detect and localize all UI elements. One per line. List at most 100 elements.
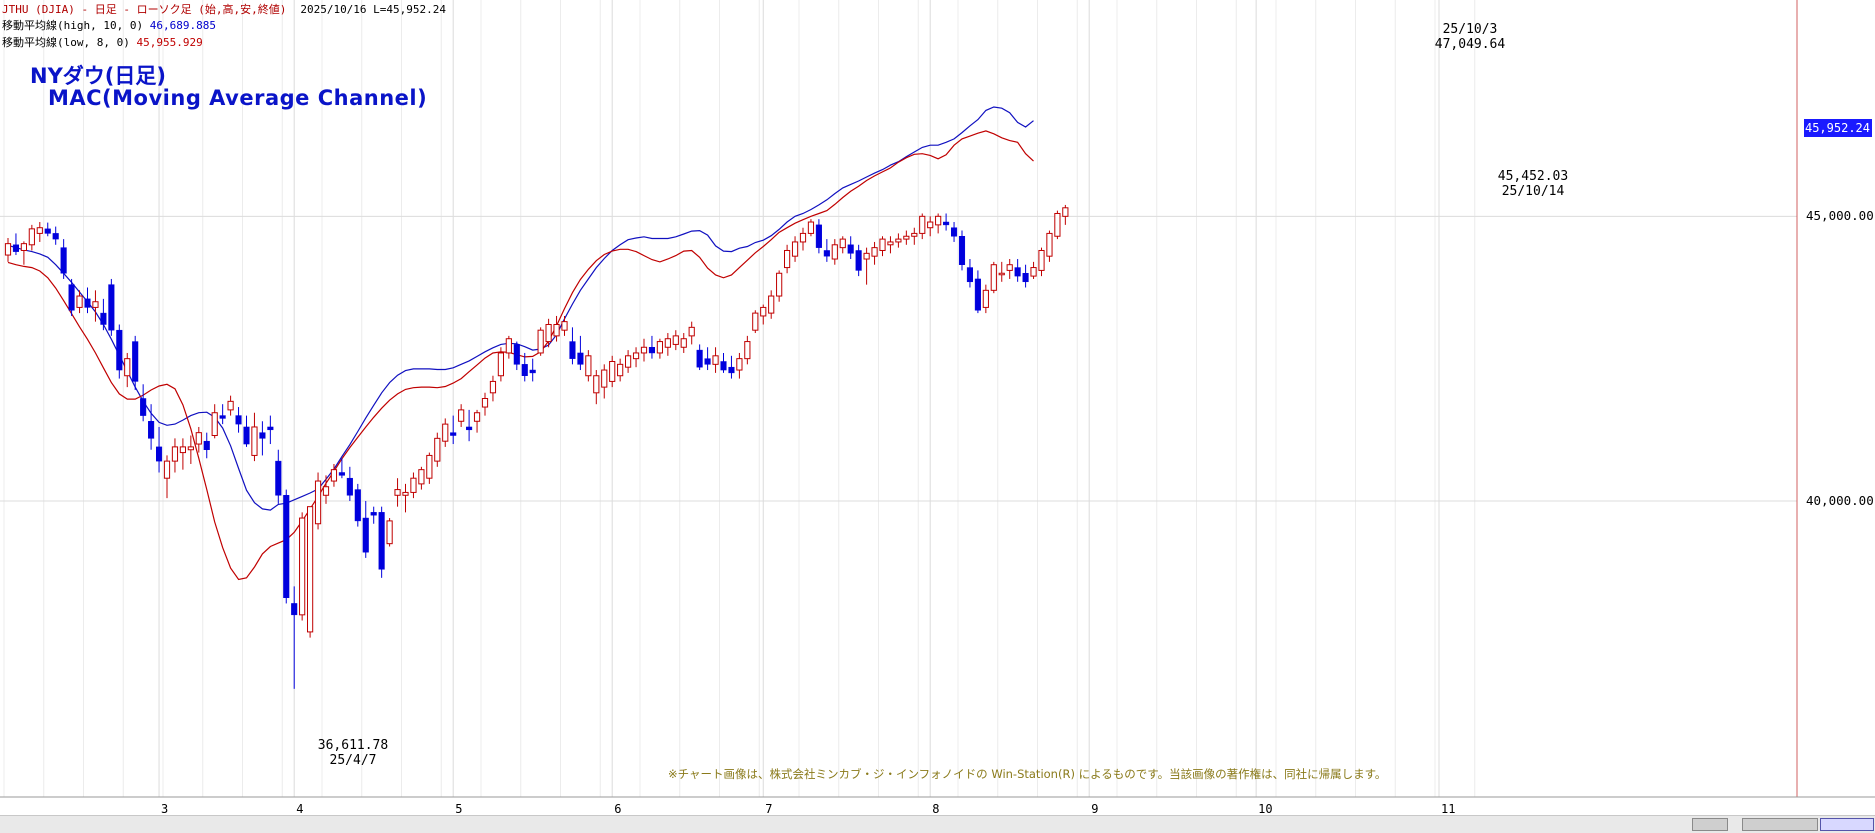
- candle-body-down: [696, 349, 703, 368]
- candle: [481, 392, 489, 416]
- candle-body-down: [720, 361, 727, 371]
- candle: [863, 247, 870, 285]
- candle: [179, 438, 187, 470]
- candle-body-up: [473, 412, 481, 422]
- candle-body-up: [92, 301, 99, 308]
- candle-body-up: [712, 355, 719, 365]
- candle: [561, 315, 568, 336]
- candle: [935, 213, 942, 234]
- candle: [163, 455, 171, 499]
- candle: [84, 287, 91, 314]
- candle: [728, 355, 735, 379]
- candle-body-up: [394, 489, 401, 496]
- candle: [1062, 204, 1069, 225]
- candle: [1030, 261, 1037, 279]
- candle: [664, 333, 671, 356]
- candle: [688, 321, 695, 345]
- candle: [291, 586, 298, 689]
- candle-body-down: [235, 415, 242, 425]
- candle: [505, 335, 512, 359]
- candle: [712, 347, 719, 373]
- candle: [370, 506, 377, 524]
- candle-body-down: [577, 352, 584, 365]
- candle: [966, 259, 974, 288]
- candle: [839, 236, 846, 254]
- candle-body-down: [951, 227, 958, 237]
- candle-body-up: [1006, 264, 1013, 271]
- candle: [911, 227, 918, 245]
- candle: [227, 395, 234, 416]
- candle-body-down: [116, 329, 123, 371]
- copyright-notice: ※チャート画像は、株式会社ミンカブ・ジ・インフォノイドの Win-Station…: [668, 767, 1387, 781]
- candle: [736, 352, 743, 379]
- candle-body-up: [879, 238, 886, 251]
- candle: [585, 350, 592, 382]
- candle: [4, 237, 12, 262]
- candle-body-up: [163, 460, 171, 479]
- candle-body-down: [855, 250, 862, 271]
- date-info: 2025/10/16 L=45,952.24: [300, 3, 447, 16]
- candle-body-down: [68, 284, 75, 311]
- candle: [466, 409, 473, 442]
- candle-body-up: [4, 243, 12, 256]
- candle: [1046, 230, 1053, 262]
- candle-body-down: [1014, 267, 1021, 277]
- candle-body-down: [275, 460, 282, 496]
- candle-body-up: [418, 469, 425, 485]
- candle: [1014, 259, 1021, 282]
- candle: [807, 219, 815, 237]
- candle-body-up: [664, 338, 671, 348]
- candle: [680, 333, 687, 353]
- candle-body-up: [330, 469, 338, 482]
- scroll-thumb[interactable]: [1820, 818, 1874, 831]
- chart-header-title: JTHU (DJIA) - 日足 - ローソク足 (始,高,安,終値) 2025/…: [2, 3, 446, 17]
- oct-low-annotation-date: 25/10/14: [1501, 184, 1565, 199]
- candle: [124, 352, 131, 388]
- candle: [1038, 247, 1045, 277]
- candle-body-up: [736, 358, 743, 371]
- candle-body-up: [625, 355, 632, 368]
- candle-body-up: [1062, 207, 1069, 217]
- candle-body-up: [903, 235, 910, 240]
- candle-body-up: [799, 232, 807, 243]
- candle-body-down: [943, 221, 950, 226]
- candle: [116, 324, 123, 379]
- apr-low-annotation-value: 36,611.78: [317, 738, 389, 753]
- candle-body-up: [561, 321, 568, 331]
- symbol-title: JTHU (DJIA) - 日足 - ローソク足 (始,高,安,終値): [2, 3, 287, 16]
- ma-low-legend: 移動平均線(low, 8, 0) 45,955.929: [2, 36, 203, 50]
- zoom-control[interactable]: [1742, 818, 1818, 831]
- scroll-control[interactable]: [1692, 818, 1728, 831]
- candle-body-up: [171, 446, 179, 462]
- candle: [577, 335, 584, 371]
- candle-body-up: [251, 426, 258, 456]
- candle-body-up: [410, 477, 417, 493]
- candle: [148, 404, 155, 450]
- candle: [1006, 259, 1013, 279]
- bottom-scroll-strip: [0, 815, 1875, 833]
- candle: [974, 270, 981, 314]
- candle-body-up: [481, 398, 489, 408]
- candle-body-up: [434, 437, 441, 462]
- candle-body-down: [84, 298, 91, 308]
- candle: [171, 438, 179, 473]
- candle-body-up: [887, 241, 894, 246]
- candle-body-down: [52, 233, 59, 240]
- candle-body-up: [211, 412, 218, 437]
- candle: [569, 327, 576, 365]
- candle-body-down: [60, 247, 67, 274]
- candle: [100, 298, 107, 331]
- apr-low-annotation-date: 25/4/7: [329, 753, 377, 768]
- candle-body-up: [935, 215, 942, 226]
- candle-body-up: [927, 221, 934, 229]
- candle-body-down: [44, 228, 51, 234]
- candle-body-up: [776, 272, 783, 297]
- x-tick-label: 6: [614, 802, 622, 816]
- candle: [497, 347, 504, 382]
- candle: [831, 239, 838, 265]
- candle-body-up: [36, 227, 43, 234]
- candle-body-up: [768, 295, 775, 314]
- candle: [704, 347, 711, 371]
- candle: [696, 344, 703, 371]
- oct-low-annotation-value: 45,452.03: [1497, 169, 1569, 184]
